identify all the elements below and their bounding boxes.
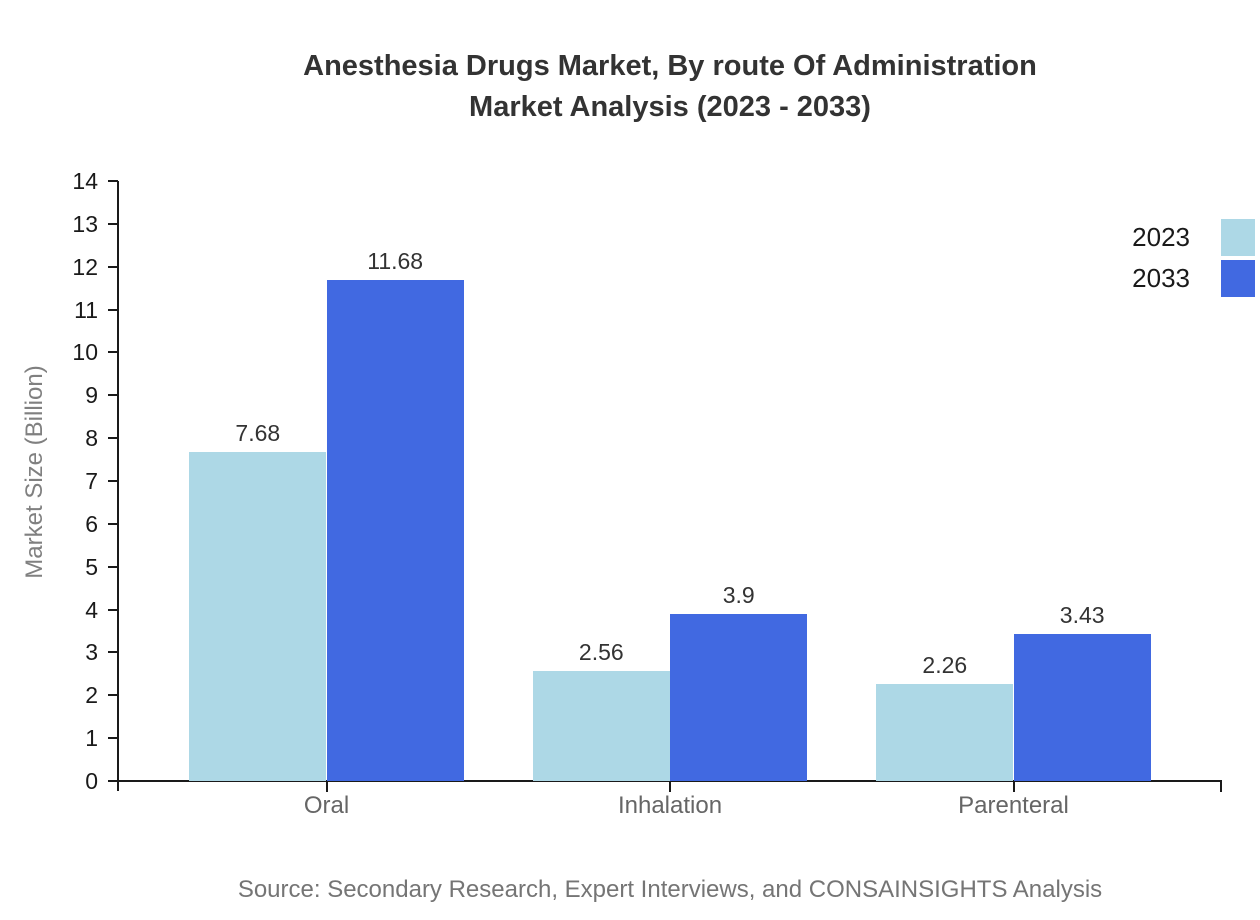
bar-2023-oral bbox=[189, 451, 327, 781]
chart-title-line1: Anesthesia Drugs Market, By route Of Adm… bbox=[303, 50, 1037, 82]
value-label: 2.26 bbox=[922, 652, 968, 679]
y-tick bbox=[108, 265, 118, 268]
legend-label-2023: 2023 bbox=[1132, 222, 1190, 252]
bar-2033-oral bbox=[326, 280, 464, 781]
y-tick-label: 11 bbox=[74, 296, 98, 323]
y-tick bbox=[108, 437, 118, 440]
y-axis-line bbox=[117, 181, 119, 791]
bar-2023-inhalation bbox=[532, 671, 670, 781]
y-tick bbox=[108, 651, 118, 654]
y-tick bbox=[108, 394, 118, 397]
category-label-parenteral: Parenteral bbox=[958, 792, 1069, 819]
legend: 2023 2033 bbox=[1132, 219, 1255, 301]
x-tick bbox=[325, 782, 328, 792]
source-note: Source: Secondary Research, Expert Inter… bbox=[237, 876, 1103, 903]
y-tick bbox=[108, 737, 118, 740]
y-tick-label: 4 bbox=[85, 596, 98, 623]
y-tick-label: 10 bbox=[72, 339, 98, 366]
category-label-inhalation: Inhalation bbox=[617, 792, 723, 819]
bar-2023-parenteral bbox=[876, 684, 1014, 781]
y-tick-label: 3 bbox=[85, 639, 98, 666]
legend-swatch-2033 bbox=[1221, 260, 1255, 297]
y-tick-label: 6 bbox=[85, 510, 98, 537]
y-tick-label: 9 bbox=[85, 382, 98, 409]
legend-item-2033: 2033 bbox=[1132, 260, 1255, 297]
value-label: 11.68 bbox=[367, 248, 424, 275]
y-tick bbox=[108, 308, 118, 311]
bar-2033-inhalation bbox=[670, 613, 808, 781]
y-tick bbox=[108, 780, 118, 782]
y-tick-label: 7 bbox=[85, 468, 98, 494]
bar-2033-parenteral bbox=[1013, 634, 1151, 781]
y-tick bbox=[108, 222, 118, 225]
y-tick-label: 12 bbox=[72, 253, 98, 280]
legend-label-2033: 2033 bbox=[1132, 263, 1190, 293]
x-tick bbox=[669, 782, 671, 792]
y-tick bbox=[108, 608, 118, 611]
category-label-oral: Oral bbox=[303, 792, 350, 819]
y-tick-label: 13 bbox=[72, 210, 98, 237]
y-tick bbox=[108, 351, 118, 354]
x-axis-line bbox=[118, 780, 1222, 782]
y-tick bbox=[108, 180, 118, 182]
y-tick bbox=[108, 565, 118, 568]
chart-title: Anesthesia Drugs Market, By route Of Adm… bbox=[118, 46, 1222, 128]
value-label: 2.56 bbox=[578, 639, 624, 666]
y-tick bbox=[108, 480, 118, 482]
y-tick-label: 0 bbox=[85, 768, 98, 794]
y-tick-label: 5 bbox=[85, 553, 98, 580]
y-tick-label: 8 bbox=[85, 425, 98, 452]
value-label: 3.9 bbox=[722, 581, 755, 608]
y-tick bbox=[108, 522, 118, 525]
value-label: 7.68 bbox=[235, 419, 281, 446]
y-tick-label: 2 bbox=[85, 682, 98, 709]
y-tick-label: 14 bbox=[72, 168, 98, 194]
y-tick bbox=[108, 694, 118, 697]
x-tick bbox=[1220, 782, 1222, 792]
legend-item-2023: 2023 bbox=[1132, 219, 1255, 256]
legend-swatch-2023 bbox=[1221, 219, 1255, 256]
y-tick-label: 1 bbox=[85, 725, 98, 752]
chart-title-line2: Market Analysis (2023 - 2033) bbox=[469, 91, 871, 123]
value-label: 3.43 bbox=[1059, 602, 1105, 628]
x-tick bbox=[1012, 782, 1015, 792]
